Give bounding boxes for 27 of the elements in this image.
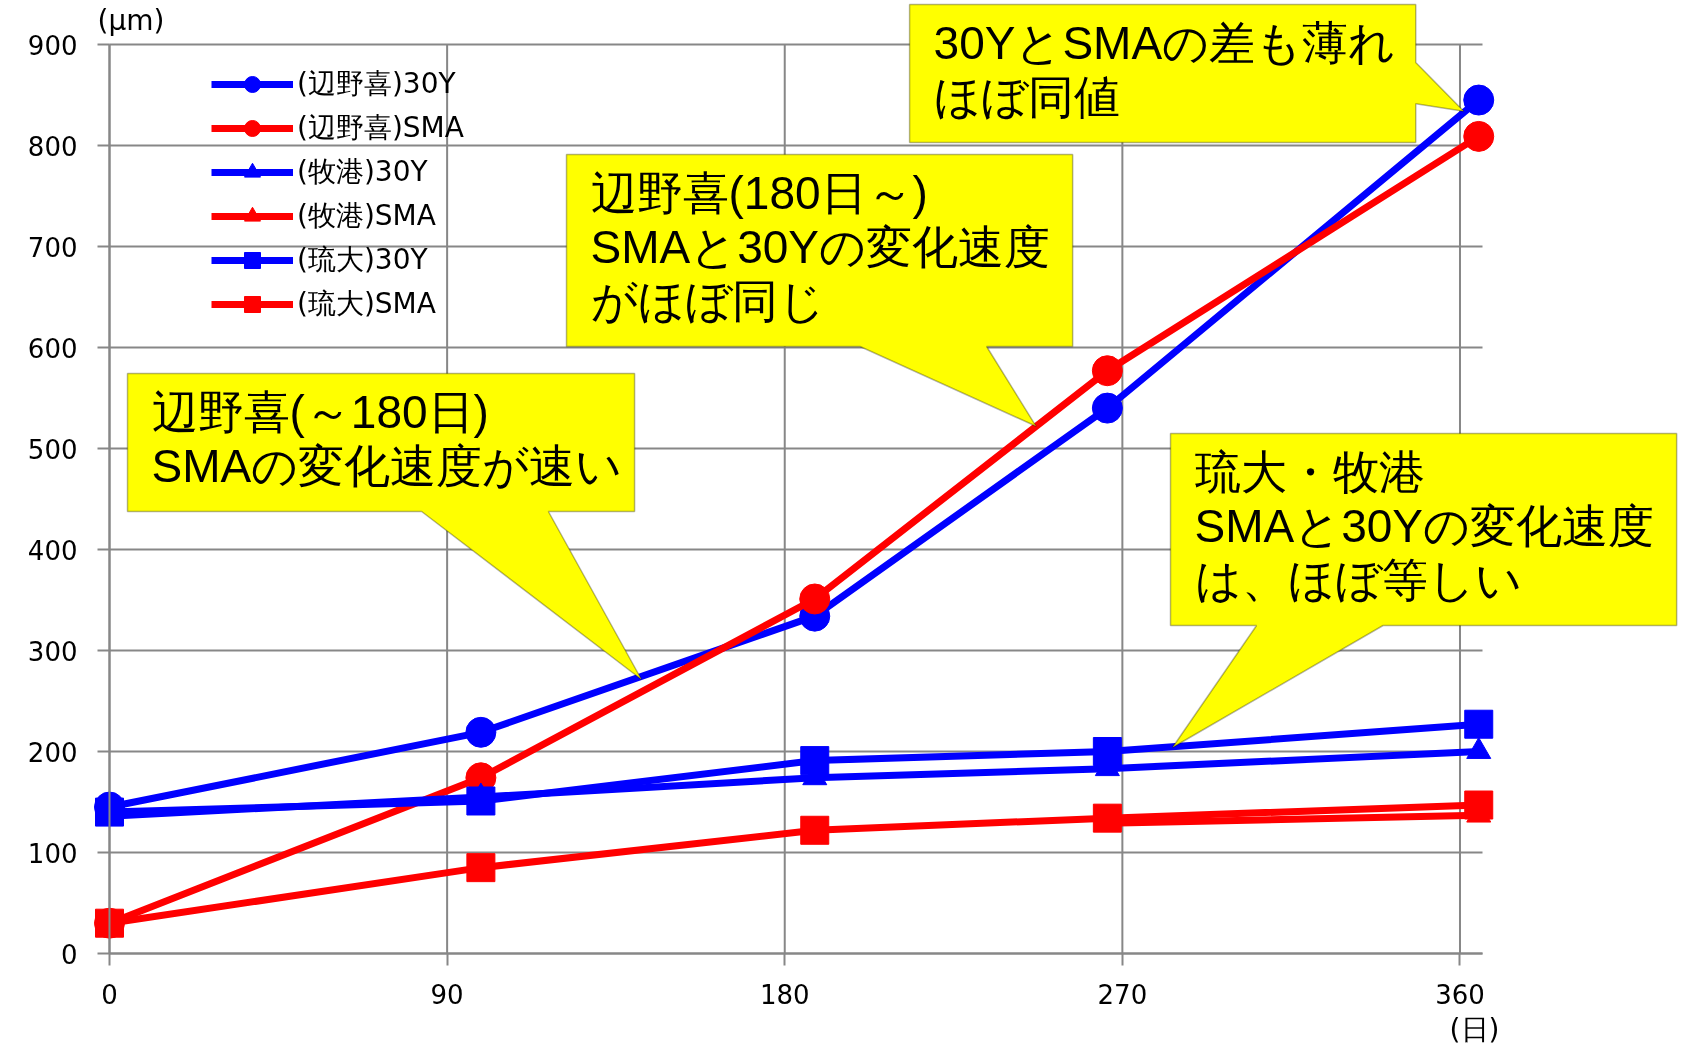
x-tick-label: 0 [101,979,118,1010]
x-tick-label: 90 [430,979,464,1010]
x-tick-label: 360 [1435,979,1485,1010]
x-axis-title: (日) [1449,1013,1500,1046]
y-tick-label: 700 [27,232,78,263]
y-tick-label: 400 [27,535,78,566]
x-tick-label: 270 [1097,979,1148,1010]
y-tick-label: 800 [27,131,78,162]
legend-label: (辺野喜)30Y [297,66,456,102]
x-tick-label: 180 [759,979,810,1010]
y-tick-label: 600 [27,333,78,364]
y-tick-label: 900 [27,30,78,61]
y-tick-label: 300 [27,636,78,667]
y-tick-label: 200 [27,737,78,768]
legend-label: (琉大)30Y [297,242,428,278]
legend-label: (琉大)SMA [297,286,436,322]
annotation: 琉大・牧港SMAと30Yの変化速度は、ほぼ等しい [1194,445,1655,606]
legend-label: (牧港)30Y [297,154,428,190]
y-tick-label: 0 [60,939,78,970]
annotation: 辺野喜(180日～)SMAと30Yの変化速度がほぼ同じ [590,166,1051,327]
y-tick-label: 500 [27,434,78,465]
legend-label: (牧港)SMA [297,198,436,234]
y-axis-title: (μm) [97,3,165,37]
annotation: 辺野喜(～180日)SMAの変化速度が速い [151,385,623,492]
y-tick-label: 100 [27,838,78,869]
annotation: 30YとSMAの差も薄れほぼ同値 [933,16,1396,123]
legend-label: (辺野喜)SMA [297,110,464,146]
